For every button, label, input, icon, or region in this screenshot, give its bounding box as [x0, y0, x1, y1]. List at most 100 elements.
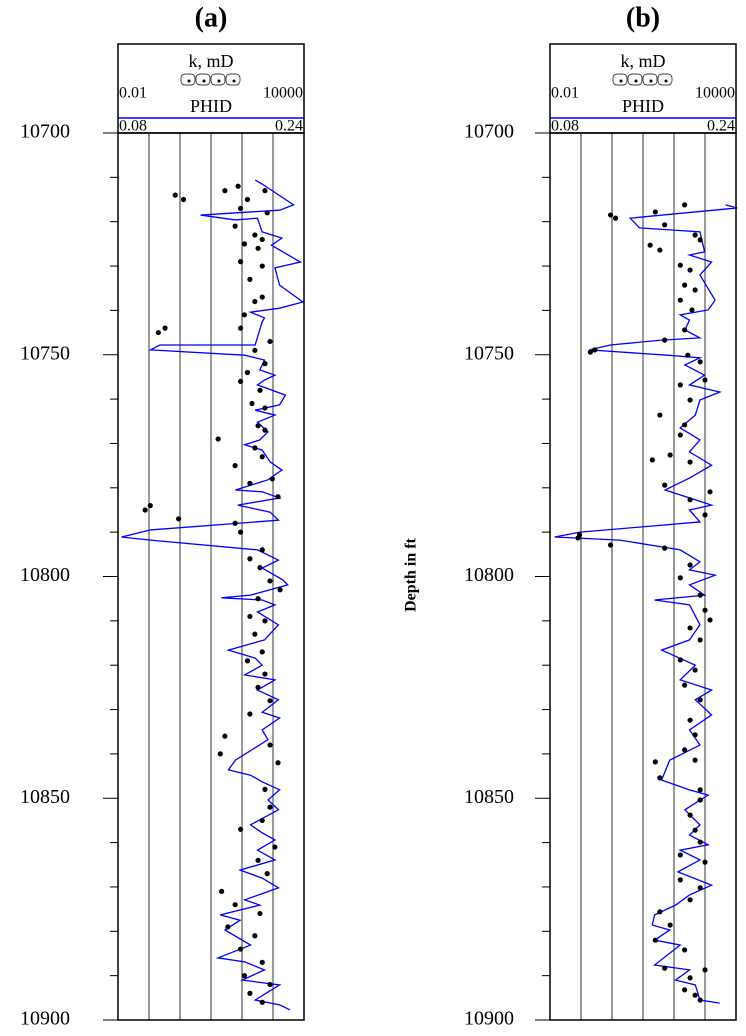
phid-legend-label: PHID	[190, 96, 232, 116]
k-point	[697, 997, 703, 1003]
panel-title: (a)	[195, 2, 228, 33]
y-tick-label: 10750	[464, 342, 514, 364]
k-point	[687, 975, 693, 981]
k-point	[249, 400, 255, 407]
k-point	[692, 667, 698, 673]
k-point	[247, 990, 253, 996]
k-point	[264, 210, 270, 216]
k-point	[277, 587, 283, 593]
k-point	[252, 933, 258, 939]
k-point	[262, 188, 268, 194]
k-point	[687, 625, 693, 631]
k-point	[252, 347, 258, 353]
k-point	[667, 922, 673, 928]
k-point	[687, 497, 693, 503]
k-point	[259, 959, 265, 965]
k-point	[687, 812, 693, 818]
k-point	[222, 188, 228, 194]
y-tick-label: 10750	[20, 342, 70, 364]
k-point	[267, 804, 273, 810]
k-point	[255, 245, 261, 251]
phid-legend-label: PHID	[622, 96, 664, 116]
k-legend-dot	[664, 79, 668, 83]
k-point	[652, 209, 658, 215]
k-point	[687, 897, 693, 903]
phid-scale-max: 0.24	[707, 118, 735, 135]
k-point	[687, 562, 693, 568]
k-point	[685, 352, 691, 358]
k-point	[697, 592, 703, 598]
k-point	[232, 520, 238, 526]
k-point	[259, 817, 265, 824]
k-point	[232, 463, 238, 469]
k-point	[707, 489, 713, 495]
k-point	[697, 839, 703, 845]
k-legend-icon	[225, 73, 241, 86]
k-point	[682, 947, 688, 953]
phid-scale-min: 0.08	[119, 118, 147, 135]
k-point	[677, 852, 683, 858]
k-point	[257, 910, 263, 917]
k-point	[677, 575, 683, 581]
k-point	[687, 717, 693, 723]
k-point	[232, 223, 238, 229]
k-point	[662, 965, 668, 971]
k-point	[267, 338, 273, 345]
k-point	[247, 711, 253, 717]
k-legend-symbol	[180, 73, 241, 86]
k-legend-icon	[195, 73, 211, 86]
k-point	[257, 565, 263, 571]
k-legend-dot	[202, 79, 206, 83]
k-point	[175, 516, 182, 522]
k-point	[649, 457, 655, 463]
k-point	[692, 827, 698, 833]
k-point	[689, 307, 695, 313]
k-legend-dot	[649, 79, 653, 83]
k-point	[697, 697, 703, 703]
k-point	[262, 405, 268, 411]
k-point	[225, 924, 231, 930]
k-point	[657, 909, 663, 915]
k-point	[682, 422, 688, 428]
k-point	[222, 733, 228, 739]
k-point	[702, 512, 708, 518]
k-point	[237, 378, 244, 384]
k-point	[259, 454, 265, 460]
k-point	[241, 973, 248, 979]
k-point	[237, 529, 244, 535]
k-point	[241, 241, 248, 247]
phid-line	[121, 179, 305, 1011]
phid-scale-max: 0.24	[275, 118, 303, 135]
k-point	[647, 242, 653, 248]
k-point	[259, 649, 265, 655]
k-point	[697, 787, 703, 793]
k-point	[682, 987, 688, 993]
k-point	[267, 742, 273, 748]
k-legend-symbol	[612, 73, 673, 86]
k-point	[262, 671, 268, 677]
k-point	[682, 747, 688, 753]
k-point	[244, 369, 251, 376]
k-point	[652, 759, 658, 765]
k-point	[587, 349, 593, 355]
k-legend-label: k, mD	[621, 51, 666, 71]
k-point	[257, 387, 263, 393]
y-tick-label: 10700	[464, 121, 514, 143]
k-point	[255, 684, 261, 690]
k-point	[162, 325, 168, 331]
k-point	[267, 578, 273, 584]
k-point	[252, 298, 258, 305]
k-point	[237, 259, 244, 265]
k-point	[612, 215, 619, 221]
k-point	[687, 459, 693, 465]
k-point	[269, 476, 275, 482]
k-point	[697, 237, 703, 243]
k-point	[677, 877, 683, 883]
k-legend-dot	[187, 79, 191, 83]
k-legend-icon	[180, 73, 196, 86]
k-point	[592, 347, 598, 353]
k-point	[237, 205, 244, 211]
k-point	[662, 337, 668, 343]
k-point	[235, 183, 241, 189]
k-point	[692, 757, 698, 763]
